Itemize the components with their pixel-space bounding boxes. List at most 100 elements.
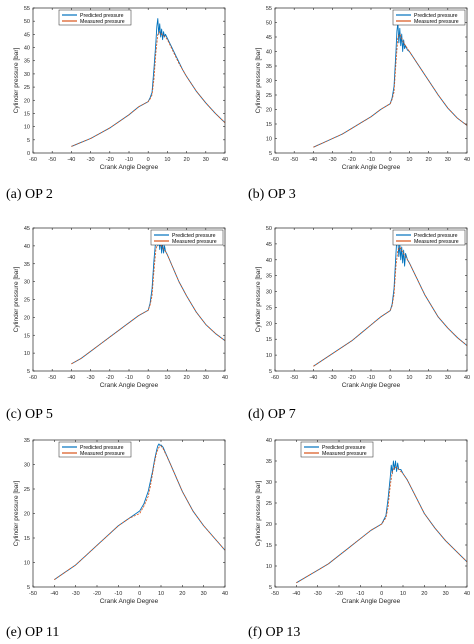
panel-caption: (d) OP 7 xyxy=(248,407,296,422)
x-tick-label: -50 xyxy=(48,375,56,381)
panel-caption: (e) OP 11 xyxy=(6,625,59,640)
chart-panel-2: -60 -50 -40 -30 -20 -10 0 10 20 30 40 5 10 15 20 25 30 35… xyxy=(255,6,470,171)
x-axis-label: Crank Angle Degree xyxy=(100,382,159,389)
x-tick-label: -30 xyxy=(314,591,322,597)
y-tick-label: 15 xyxy=(266,337,272,343)
measured-pressure-line xyxy=(71,241,226,365)
y-tick-label: 30 xyxy=(24,463,30,469)
x-tick-label: -40 xyxy=(309,157,317,163)
y-tick-label: 50 xyxy=(24,19,30,25)
y-tick-label: 20 xyxy=(24,315,30,321)
x-tick-label: 40 xyxy=(464,157,470,163)
y-tick-label: 35 xyxy=(266,64,272,70)
x-tick-label: -30 xyxy=(72,591,80,597)
y-tick-label: 15 xyxy=(24,111,30,117)
panel-caption: (a) OP 2 xyxy=(6,187,53,202)
x-tick-label: -50 xyxy=(290,375,298,381)
y-tick-label: 5 xyxy=(27,369,30,375)
x-tick-label: 30 xyxy=(201,591,207,597)
x-tick-label: 40 xyxy=(222,375,228,381)
y-tick-label: 25 xyxy=(266,93,272,99)
x-tick-label: -40 xyxy=(292,591,300,597)
y-tick-label: 45 xyxy=(266,242,272,248)
x-tick-label: 40 xyxy=(222,157,228,163)
predicted-pressure-line xyxy=(313,22,468,148)
y-axis-label: Cylinder pressure [bar] xyxy=(13,480,20,546)
x-tick-label: -60 xyxy=(271,157,279,163)
y-tick-label: 5 xyxy=(269,585,272,591)
x-tick-label: 40 xyxy=(464,591,470,597)
x-tick-label: 30 xyxy=(443,591,449,597)
y-tick-label: 25 xyxy=(266,305,272,311)
x-tick-label: 0 xyxy=(389,375,392,381)
legend-entry: Predicted pressure xyxy=(80,13,124,19)
y-tick-label: 25 xyxy=(24,85,30,91)
x-tick-label: -40 xyxy=(309,375,317,381)
y-tick-label: 10 xyxy=(24,351,30,357)
y-tick-label: 20 xyxy=(266,321,272,327)
x-tick-label: -20 xyxy=(348,157,356,163)
y-tick-label: 55 xyxy=(24,6,30,12)
x-tick-label: -60 xyxy=(29,375,37,381)
plot-area-frame xyxy=(32,227,226,372)
y-tick-label: 20 xyxy=(24,98,30,104)
y-tick-label: 25 xyxy=(24,298,30,304)
x-tick-label: 30 xyxy=(203,157,209,163)
y-axis-label: Cylinder pressure [bar] xyxy=(255,480,262,546)
x-tick-label: 10 xyxy=(406,375,412,381)
x-tick-label: -50 xyxy=(271,591,279,597)
y-tick-label: 35 xyxy=(266,459,272,465)
x-tick-label: -30 xyxy=(329,375,337,381)
legend-entry: Measured pressure xyxy=(80,451,125,457)
y-tick-label: 20 xyxy=(24,512,30,518)
x-tick-label: -30 xyxy=(87,375,95,381)
legend-entry: Predicted pressure xyxy=(322,445,366,451)
legend-entry: Predicted pressure xyxy=(80,445,124,451)
x-tick-label: -10 xyxy=(125,375,133,381)
x-axis-label: Crank Angle Degree xyxy=(100,164,159,171)
x-tick-label: 40 xyxy=(222,591,228,597)
x-tick-label: 20 xyxy=(179,591,185,597)
x-tick-label: -50 xyxy=(48,157,56,163)
x-tick-label: 30 xyxy=(445,375,451,381)
y-tick-label: 45 xyxy=(266,35,272,41)
y-tick-label: 30 xyxy=(266,79,272,85)
legend-entry: Measured pressure xyxy=(80,19,125,25)
x-tick-label: 20 xyxy=(421,591,427,597)
y-tick-label: 30 xyxy=(266,480,272,486)
predicted-pressure-line xyxy=(296,460,468,584)
x-tick-label: 20 xyxy=(426,375,432,381)
y-tick-label: 50 xyxy=(266,21,272,27)
x-axis-label: Crank Angle Degree xyxy=(100,598,159,605)
y-tick-label: 40 xyxy=(266,438,272,444)
predicted-pressure-line xyxy=(71,231,226,365)
x-tick-label: -20 xyxy=(106,157,114,163)
x-tick-label: -30 xyxy=(329,157,337,163)
y-tick-label: 35 xyxy=(266,274,272,280)
measured-pressure-line xyxy=(313,246,468,367)
x-tick-label: 10 xyxy=(164,157,170,163)
y-axis-label: Cylinder pressure [bar] xyxy=(255,47,262,113)
legend-entry: Predicted pressure xyxy=(414,233,458,239)
y-tick-label: 45 xyxy=(24,226,30,232)
x-tick-label: -20 xyxy=(348,375,356,381)
y-tick-label: 30 xyxy=(24,280,30,286)
measured-pressure-line xyxy=(296,466,468,584)
y-tick-label: 15 xyxy=(24,333,30,339)
plot-area-frame xyxy=(274,439,468,588)
x-tick-label: -10 xyxy=(367,157,375,163)
x-tick-label: 20 xyxy=(184,157,190,163)
plot-area-frame xyxy=(32,7,226,154)
y-tick-label: 40 xyxy=(266,258,272,264)
y-tick-label: 0 xyxy=(27,151,30,157)
plot-area-frame xyxy=(274,227,468,372)
legend-entry: Measured pressure xyxy=(172,239,217,245)
x-tick-label: 0 xyxy=(147,157,150,163)
x-tick-label: 40 xyxy=(464,375,470,381)
x-tick-label: 10 xyxy=(400,591,406,597)
measured-pressure-line xyxy=(313,33,468,148)
y-tick-label: 40 xyxy=(24,46,30,52)
x-tick-label: 0 xyxy=(138,591,141,597)
x-axis-label: Crank Angle Degree xyxy=(342,598,401,605)
